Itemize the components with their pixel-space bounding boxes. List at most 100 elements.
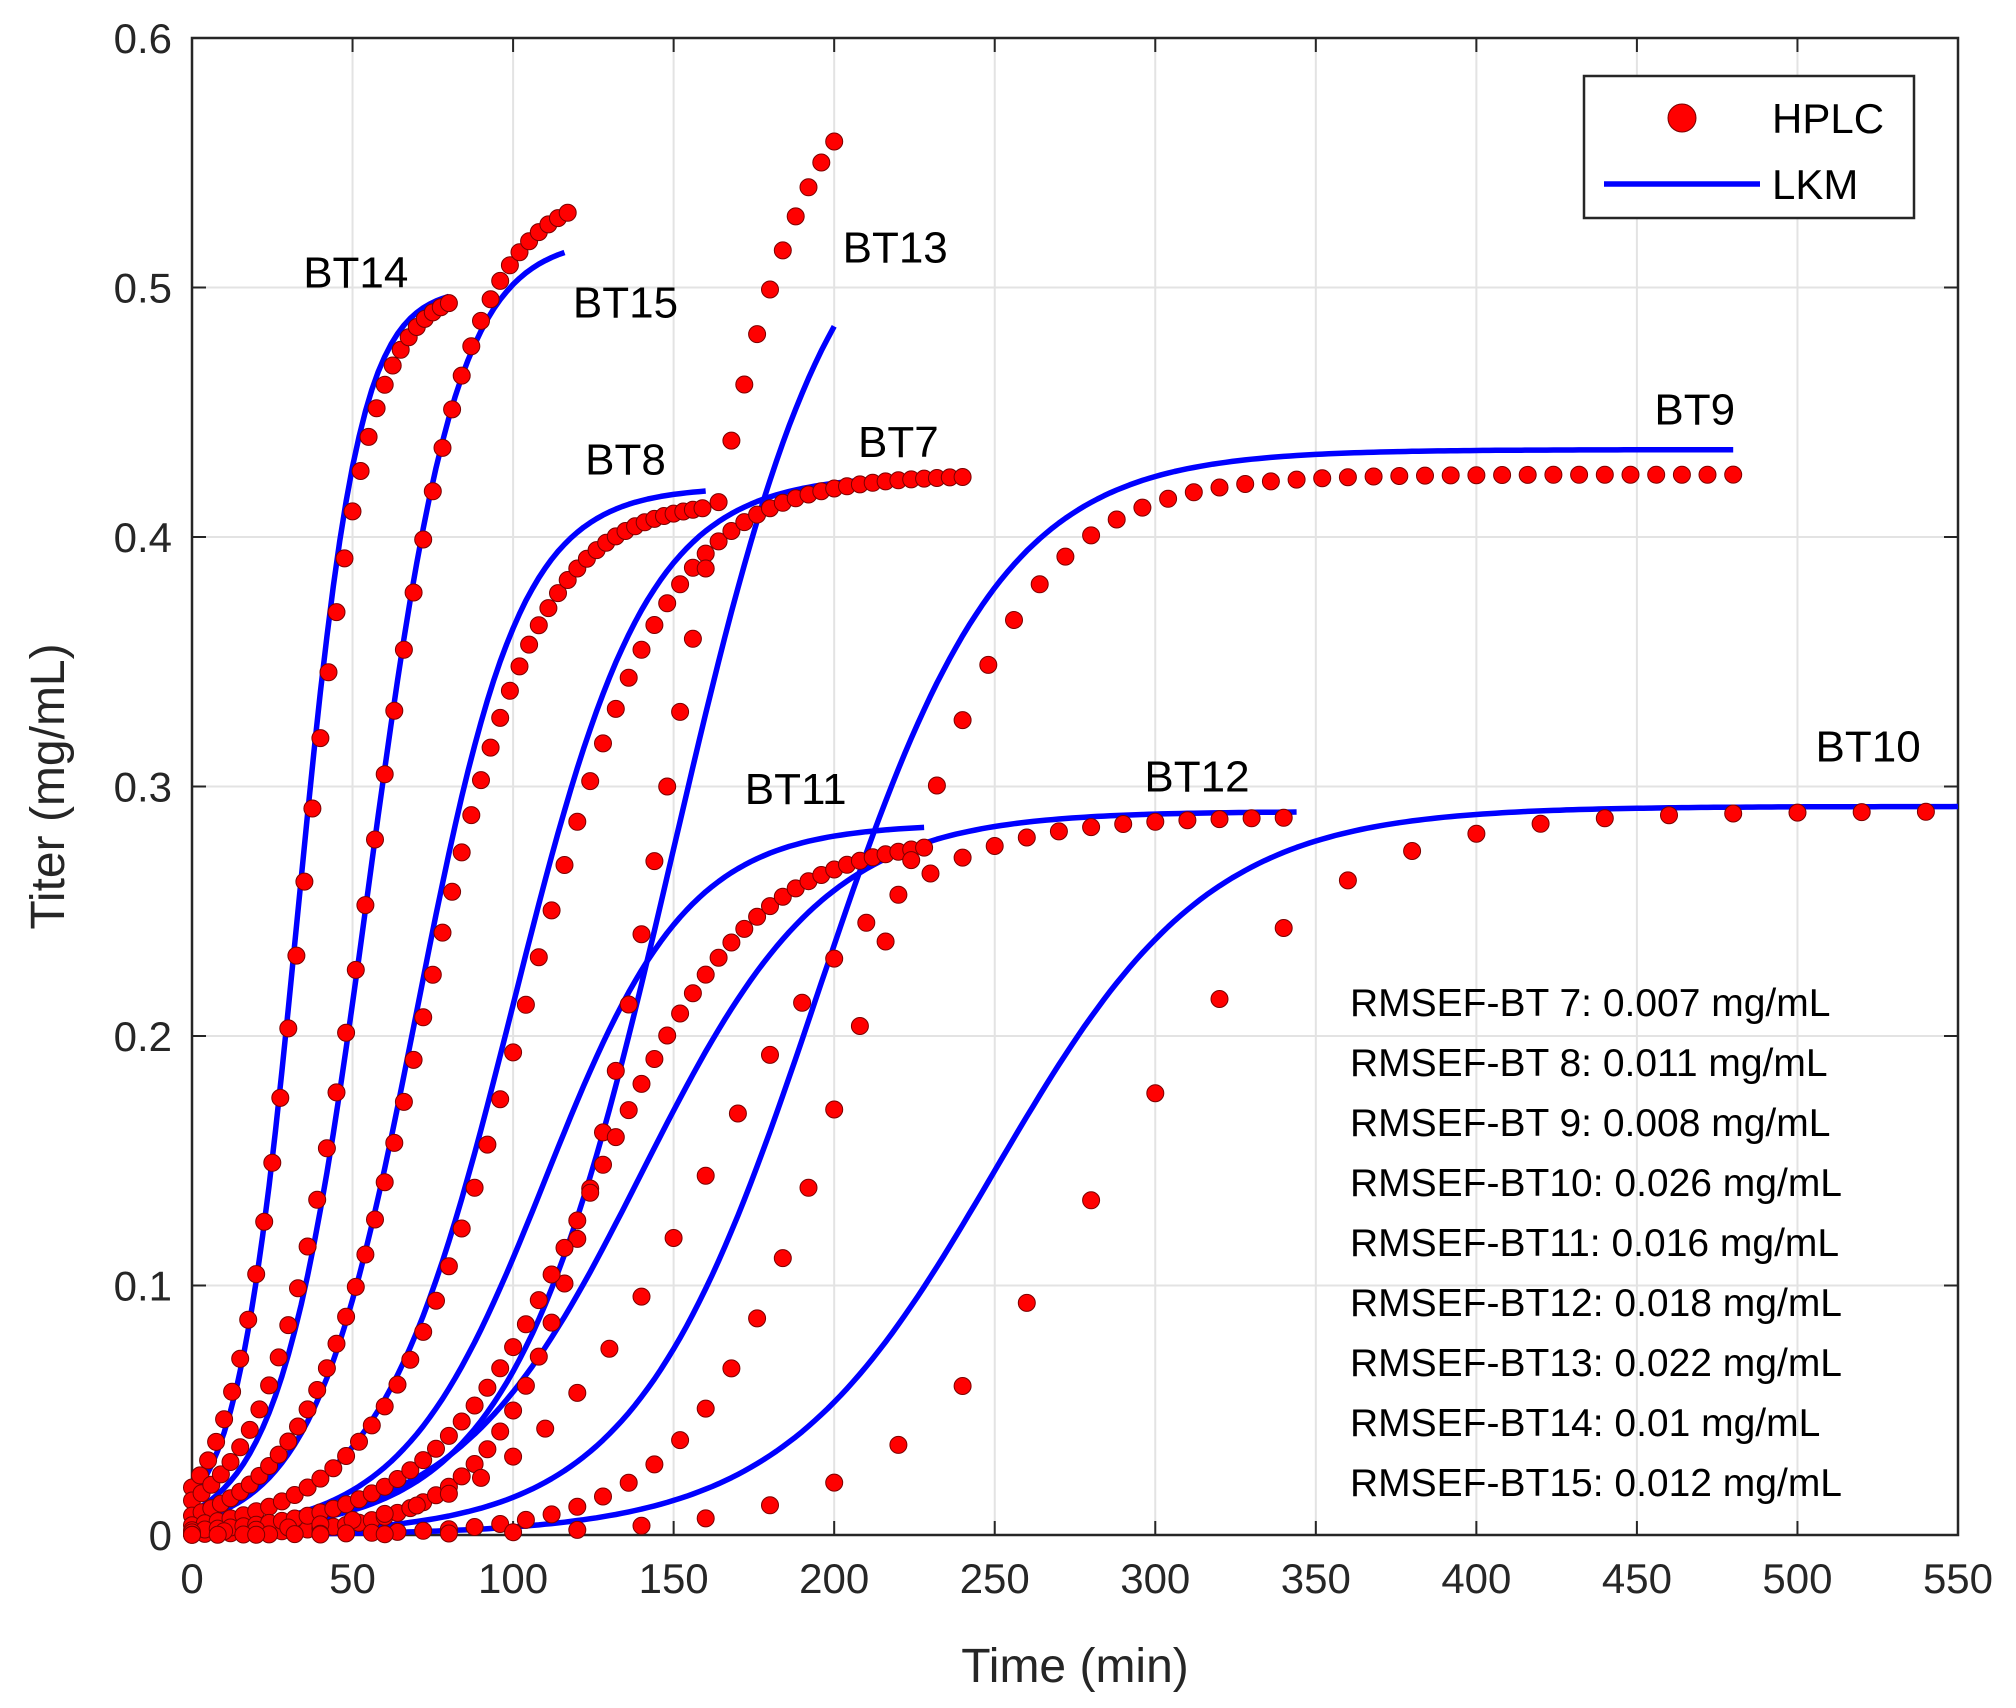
hplc-point-bt9	[1210, 478, 1229, 497]
hplc-point-bt11	[632, 1074, 651, 1093]
hplc-point-bt10	[696, 1509, 715, 1528]
hplc-point-bt7	[671, 575, 690, 594]
hplc-point-bt10	[1660, 806, 1678, 825]
x-axis-label: Time (min)	[961, 1640, 1189, 1693]
y-tick-label: 0.1	[114, 1263, 172, 1310]
x-tick-label: 500	[1762, 1555, 1832, 1602]
hplc-point-bt10	[1403, 842, 1422, 860]
hplc-point-bt9	[542, 1505, 561, 1524]
hplc-point-bt10	[1724, 804, 1743, 823]
hplc-point-bt9	[748, 1309, 767, 1328]
hplc-point-bt14	[367, 399, 386, 418]
hplc-point-bt8	[539, 599, 558, 618]
hplc-point-bt9	[1159, 489, 1178, 508]
legend-marker-hplc	[1667, 103, 1697, 133]
hplc-point-bt7	[311, 1469, 330, 1488]
rmsef-annotation: RMSEF-BT13: 0.022 mg/mL	[1350, 1342, 1842, 1385]
curve-label-bt15: BT15	[573, 278, 678, 327]
hplc-point-bt12	[889, 885, 908, 904]
hplc-point-bt8	[404, 1050, 423, 1069]
lkm-line-bt9	[191, 446, 1734, 1537]
hplc-point-bt8	[472, 771, 490, 790]
hplc-point-bt9	[850, 1017, 869, 1035]
hplc-point-bt14	[439, 294, 458, 313]
hplc-point-bt10	[632, 1516, 651, 1535]
hplc-point-bt10	[1082, 1191, 1101, 1210]
hplc-point-bt7	[465, 1178, 484, 1197]
hplc-point-bt12	[793, 993, 812, 1012]
hplc-point-bt12	[857, 913, 876, 932]
hplc-point-bt8	[366, 1210, 384, 1229]
hplc-point-bt10	[1595, 809, 1614, 828]
x-tick-label: 200	[799, 1555, 869, 1602]
legend: HPLC LKM	[1582, 74, 1916, 220]
hplc-point-bt13	[645, 852, 664, 871]
hplc-point-bt12	[761, 1045, 779, 1064]
hplc-point-bt9	[1595, 465, 1614, 484]
hplc-point-bt9	[825, 1100, 844, 1119]
hplc-point-bt13	[619, 995, 638, 1014]
hplc-point-bt11	[555, 1238, 574, 1257]
hplc-point-bt9	[1005, 611, 1023, 629]
hplc-point-bt9	[1056, 547, 1075, 566]
hplc-point-bt13	[504, 1401, 523, 1420]
hplc-point-bt9	[696, 1399, 715, 1418]
hplc-point-bt11	[645, 1050, 664, 1068]
hplc-point-bt10	[247, 1525, 266, 1544]
hplc-point-bt7	[324, 1459, 343, 1478]
hplc-point-bt12	[1274, 808, 1293, 827]
hplc-point-bt13	[773, 241, 792, 260]
hplc-point-bt11	[606, 1128, 625, 1147]
hplc-point-bt12	[407, 1496, 426, 1515]
hplc-point-bt8	[337, 1307, 356, 1326]
hplc-point-bt15	[308, 1190, 327, 1209]
hplc-point-bt11	[465, 1396, 484, 1415]
hplc-point-bt10	[1146, 1084, 1165, 1103]
hplc-point-bt14	[359, 427, 378, 446]
lkm-line-bt10	[192, 803, 1959, 1538]
hplc-point-bt14	[271, 1088, 290, 1107]
legend-box	[1582, 74, 1916, 220]
hplc-point-bt10	[183, 1525, 201, 1544]
hplc-point-bt12	[1146, 812, 1165, 831]
hplc-point-bt7	[516, 995, 535, 1014]
hplc-point-bt7	[581, 772, 600, 791]
hplc-point-bt14	[279, 1019, 298, 1038]
hplc-point-bt7	[542, 901, 561, 920]
hplc-point-bt15	[260, 1376, 279, 1395]
hplc-point-bt9	[1441, 466, 1460, 485]
hplc-point-bt12	[1017, 828, 1036, 847]
hplc-point-bt14	[319, 663, 338, 682]
hplc-point-bt9	[1338, 468, 1357, 487]
legend-label: HPLC	[1772, 95, 1884, 142]
hplc-point-bt9	[671, 1431, 690, 1450]
rmsef-annotation: RMSEF-BT10: 0.026 mg/mL	[1350, 1162, 1842, 1205]
y-tick-label: 0.3	[114, 764, 172, 811]
hplc-point-bt10	[761, 1496, 779, 1515]
hplc-point-bt14	[295, 872, 314, 891]
hplc-point-bt13	[555, 1274, 574, 1293]
hplc-point-bt9	[1184, 483, 1203, 502]
hplc-point-bt12	[536, 1419, 555, 1438]
y-axis-label: Titer (mg/mL)	[22, 643, 75, 929]
hplc-point-bt13	[799, 178, 818, 197]
hplc-point-bt12	[600, 1339, 619, 1358]
hplc-point-bt11	[658, 1026, 677, 1045]
hplc-point-bt10	[1467, 824, 1486, 843]
hplc-point-bt9	[1467, 466, 1486, 485]
hplc-point-bt15	[279, 1316, 298, 1335]
hplc-point-bt8	[394, 1092, 413, 1111]
hplc-point-bt8	[500, 681, 519, 700]
hplc-point-bt15	[433, 438, 452, 457]
hplc-point-bt7	[491, 1090, 510, 1109]
hplc-point-bt8	[279, 1432, 298, 1451]
rmsef-annotation: RMSEF-BT14: 0.01 mg/mL	[1350, 1402, 1820, 1445]
hplc-point-bt14	[351, 462, 370, 480]
hplc-point-bt15	[250, 1400, 269, 1419]
hplc-point-bt14	[375, 375, 394, 394]
hplc-point-bt7	[414, 1322, 433, 1341]
hplc-point-bt11	[594, 1155, 612, 1174]
rmsef-annotation: RMSEF-BT12: 0.018 mg/mL	[1350, 1282, 1842, 1325]
